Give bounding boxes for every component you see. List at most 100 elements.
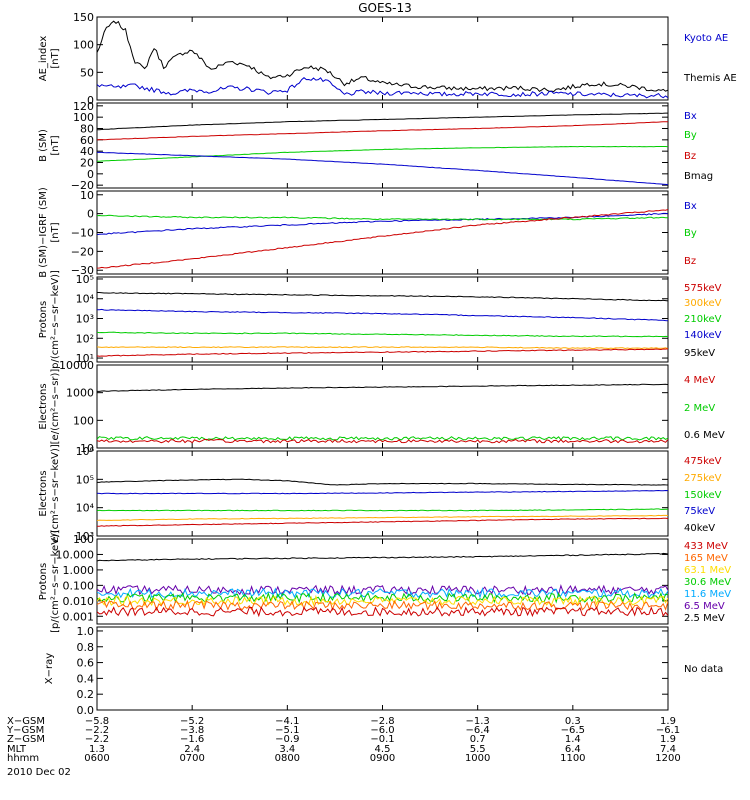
y-tick-label: 1.000 [63, 564, 95, 577]
series-protons_kev-95keV [97, 292, 668, 302]
legend-protons_mev-0: 433 MeV [684, 541, 728, 552]
series-ae-Themis-AE [97, 20, 668, 93]
y-tick-label: 10² [76, 332, 94, 345]
legend-bigrf-0: Bx [684, 201, 697, 212]
legend-bsm-2: Bz [684, 151, 696, 162]
panel-frame [96, 538, 669, 625]
y-tick-label: −20 [71, 179, 94, 192]
y-tick-label: 10⁴ [76, 293, 95, 306]
legend-bsm-1: By [684, 130, 697, 141]
legend-protons_mev-5: 6.5 MeV [684, 601, 725, 612]
ephem-value: −6.5 [561, 725, 585, 736]
ephem-label: hhmm [7, 753, 39, 764]
series-protons_mev-11-6-MeV [97, 587, 668, 599]
series-bsm-Bmag [97, 112, 668, 131]
series-electrons_mev-4-MeV [97, 438, 668, 444]
series-electrons_kev-475keV [97, 517, 668, 527]
legend-electrons_kev-0: 475keV [684, 456, 722, 467]
y-tick-label: −30 [71, 264, 94, 277]
panel-frame [96, 102, 669, 189]
legend-protons_mev-1: 165 MeV [684, 553, 728, 564]
legend-protons_kev-1: 300keV [684, 298, 722, 309]
ephem-value: 0700 [179, 753, 204, 764]
ephem-value: −6.0 [370, 725, 394, 736]
ephemeris-table: X−GSM −5.8 −5.2 −4.1 −2.8 −1.3 0.3 1.9 Y−GSM −2.2… [6, 716, 681, 778]
y-axis-label: [nT] [50, 135, 61, 155]
y-tick-label: −20 [71, 245, 94, 258]
ephem-value: −2.2 [85, 734, 109, 745]
y-axis-label: Electrons [38, 383, 49, 429]
series-electrons_mev-2-MeV [97, 436, 668, 441]
panel-frame [96, 16, 669, 101]
y-tick-label: −10 [71, 227, 94, 240]
y-tick-label: 10 [80, 442, 94, 455]
ephem-value: 3.4 [279, 744, 295, 755]
panel-protons_kev: 10¹ 10² 10³ 10⁴ 10⁵ Protons p/(cm²−s−sr−keV)] 5… [38, 270, 722, 369]
ephem-value: 1.9 [660, 716, 676, 727]
y-tick-label: 1.0 [77, 625, 95, 638]
y-tick-label: 0.100 [63, 579, 95, 592]
panel-ae: 0 50 100 150 AE_index [nT] Kyoto AE Themis AE [38, 11, 737, 107]
ephem-value: 1.3 [89, 744, 105, 755]
y-tick-label: 100 [73, 39, 94, 52]
y-tick-label: 50 [80, 66, 94, 79]
legend-protons_kev-4: 95keV [684, 348, 715, 359]
y-tick-label: 0 [87, 168, 94, 181]
y-tick-label: 60 [80, 134, 94, 147]
y-tick-label: 10⁵ [76, 273, 94, 286]
ephem-value: 0800 [275, 753, 300, 764]
y-axis-label: B (SM) [38, 129, 49, 162]
ephem-value: −6.4 [466, 725, 490, 736]
y-tick-label: 10⁴ [76, 502, 95, 515]
ephem-label: MLT [7, 744, 27, 755]
series-electrons_kev-75keV [97, 489, 668, 495]
y-axis-label: [p/(cm²−s−sr−keV)] [50, 530, 61, 633]
plot-title: GOES-13 [358, 1, 412, 15]
y-tick-label: 0.001 [63, 610, 95, 623]
y-tick-label: 0.010 [63, 595, 95, 608]
legend-ae-0: Kyoto AE [684, 33, 728, 44]
ephem-value: 0.7 [470, 734, 486, 745]
series-electrons_kev-150keV [97, 508, 668, 512]
y-tick-label: 0 [87, 208, 94, 221]
legend-protons_mev-4: 11.6 MeV [684, 589, 731, 600]
ephem-value: 1000 [465, 753, 490, 764]
legend-electrons_mev-0: 4 MeV [684, 375, 715, 386]
y-axis-label: B (SM)−IGRF (SM) [38, 187, 49, 278]
series-protons_mev-2-5-MeV [97, 552, 668, 562]
ephem-value: 0600 [84, 753, 109, 764]
panel-protons_mev: 0.001 0.010 0.100 1.000 10.000 100 Protons [p/(… [38, 530, 731, 633]
ephem-value: 0900 [370, 753, 395, 764]
series-electrons_kev-275keV [97, 514, 668, 521]
y-tick-label: 40 [80, 145, 94, 158]
y-axis-label: Electrons [38, 470, 49, 516]
ephem-value: −1.6 [180, 734, 204, 745]
panel-electrons_mev: 10 100 1000 10000 Electrons [e/(cm²−s−sr)] 4 M… [38, 359, 725, 455]
legend-electrons_mev-1: 2 MeV [684, 403, 715, 414]
series-protons_kev-575keV [97, 348, 668, 357]
ephem-value: −4.1 [275, 716, 299, 727]
legend-protons_kev-3: 140keV [684, 330, 722, 341]
panel-frame [96, 276, 669, 363]
legend-bigrf-2: Bz [684, 256, 696, 267]
ephem-value: −0.9 [275, 734, 299, 745]
y-tick-label: 100 [73, 414, 94, 427]
series-protons_mev-433-MeV [97, 606, 668, 618]
panel-xray: 0.0 0.2 0.4 0.6 0.8 1.0 X−ray No data [44, 625, 723, 717]
series-bsm-Bz [97, 121, 668, 141]
y-tick-label: 0.2 [77, 688, 95, 701]
y-tick-label: 10⁵ [76, 473, 94, 486]
y-tick-label: 0.4 [77, 672, 95, 685]
ephem-value: −5.8 [85, 716, 109, 727]
ephem-value: −2.8 [370, 716, 394, 727]
y-axis-label: p/(cm²−s−sr−keV)] [50, 270, 61, 369]
legend-protons_kev-2: 210keV [684, 314, 722, 325]
legend-bsm-0: Bx [684, 111, 697, 122]
panel-electrons_kev: 10³ 10⁴ 10⁵ 10⁶ Electrons e/(cm²−s−sr−keV)] 47… [38, 444, 722, 543]
ephem-value: 1.9 [660, 734, 676, 745]
y-tick-label: 0.0 [77, 704, 95, 717]
series-protons_kev-210keV [97, 331, 668, 338]
